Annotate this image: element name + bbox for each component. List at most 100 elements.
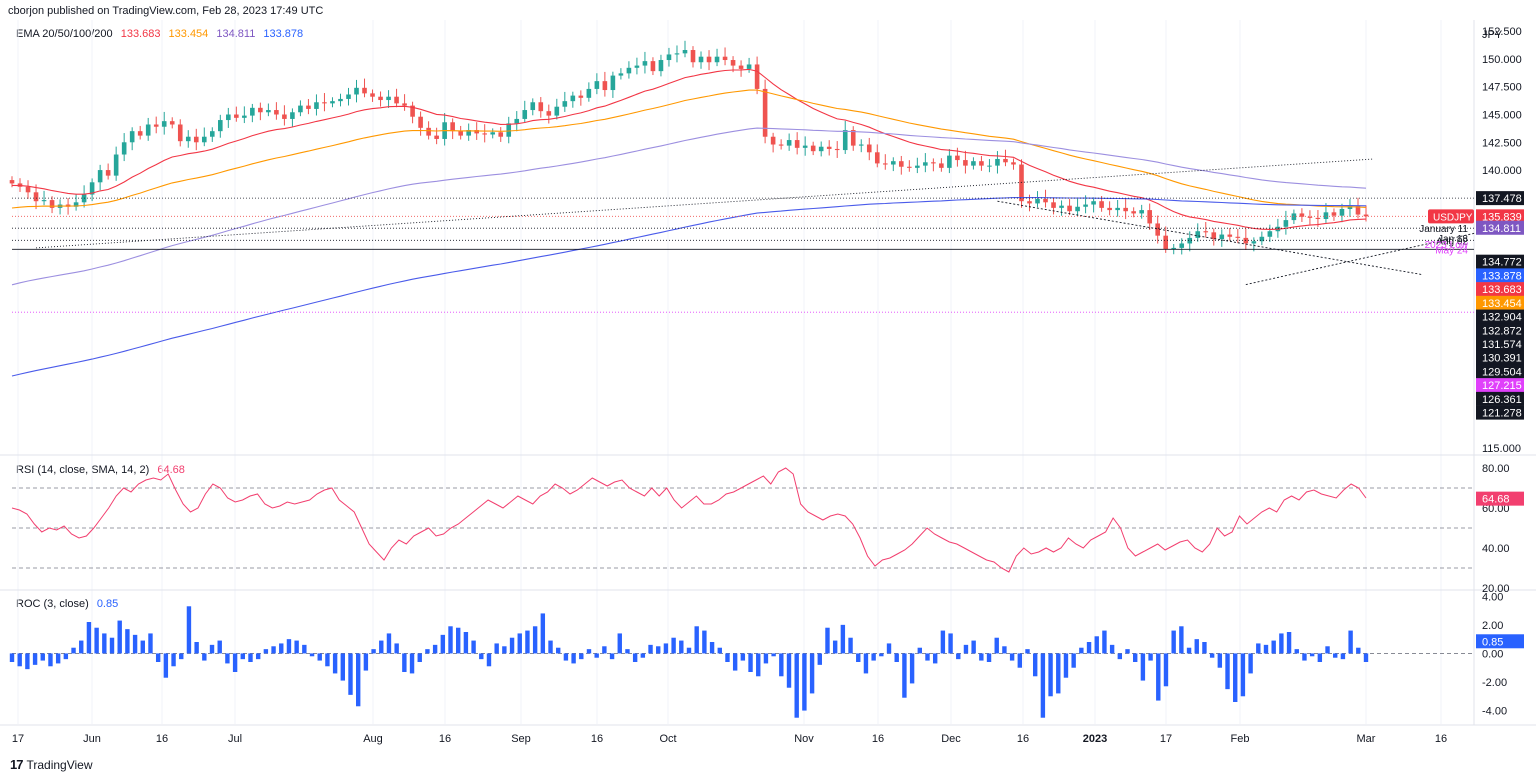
candle-body-128 [1035, 198, 1040, 204]
roc-bar-58 [456, 627, 461, 654]
ema-legend: EMA 20/50/100/200 133.683 133.454 134.81… [16, 28, 308, 40]
candle-body-127 [1027, 201, 1032, 204]
roc-bar-0 [9, 653, 15, 662]
roc-bar-70 [548, 640, 553, 654]
candle-body-43 [354, 87, 359, 95]
roc-bar-5 [48, 653, 53, 667]
roc-bar-9 [79, 640, 84, 654]
candle-body-19 [161, 121, 167, 127]
price-tick-4: 142.500 [1482, 137, 1522, 149]
roc-bar-111 [863, 653, 869, 674]
roc-bar-105 [817, 653, 822, 665]
rsi-tag-bg [1476, 491, 1524, 506]
roc-pane [9, 606, 1474, 718]
roc-bar-7 [63, 653, 69, 660]
roc-bar-113 [879, 653, 884, 657]
candle-body-126 [1019, 164, 1024, 202]
roc-bar-4 [40, 653, 45, 661]
roc-bar-63 [494, 643, 499, 654]
price-tag-5: 133.878 [1482, 270, 1522, 282]
annotation-1: Jan 18 [1438, 234, 1468, 245]
price-tag-7: 133.454 [1482, 298, 1522, 310]
candle-body-81 [658, 60, 664, 72]
candle-body-21 [177, 124, 183, 142]
roc-bar-160 [1240, 653, 1246, 697]
roc-bar-134 [1040, 653, 1046, 718]
price-tick-5: 140.000 [1482, 165, 1522, 177]
roc-bar-28 [225, 653, 230, 664]
price-tag-bg-0 [1476, 191, 1524, 206]
roc-bar-154 [1194, 639, 1199, 654]
x-tick-15: Feb [1231, 733, 1250, 745]
price-tag-9: 132.872 [1482, 325, 1522, 337]
price-tag-4: 134.772 [1482, 257, 1522, 269]
x-tick-14: 17 [1160, 733, 1172, 745]
candle-body-72 [586, 88, 592, 98]
candle-body-101 [818, 146, 824, 152]
roc-bar-46 [363, 653, 369, 671]
roc-bar-64 [502, 646, 507, 654]
ema20-line [11, 68, 1367, 230]
roc-bar-156 [1209, 653, 1215, 658]
roc-bar-169 [1309, 653, 1315, 657]
ema200-line [11, 196, 1367, 377]
candle-body-136 [1099, 201, 1104, 208]
candle-body-80 [650, 61, 656, 72]
candle-body-49 [402, 103, 407, 106]
price-tag-bg-11 [1476, 350, 1524, 365]
publish-info: cborjon published on TradingView.com, Fe… [8, 5, 324, 17]
x-tick-7: 16 [591, 733, 603, 745]
roc-bar-91 [709, 642, 715, 654]
roc-bar-39 [309, 653, 315, 657]
candle-body-168 [1355, 205, 1361, 215]
price-tag-2: 135.839 [1482, 211, 1522, 223]
candle-body-37 [306, 105, 311, 109]
x-tick-9: Nov [794, 733, 814, 745]
roc-bar-107 [832, 640, 838, 654]
roc-bar-12 [102, 633, 107, 654]
candle-body-115 [931, 162, 936, 164]
candle-body-55 [450, 122, 455, 132]
roc-bar-97 [756, 653, 761, 677]
roc-bar-35 [279, 643, 284, 654]
candle-body-57 [466, 130, 471, 136]
candle-body-20 [169, 121, 175, 125]
candle-body-111 [899, 161, 904, 167]
ema200-value: 133.878 [263, 28, 304, 40]
price-tag-bg-7 [1476, 295, 1524, 310]
roc-bar-157 [1217, 653, 1223, 668]
roc-bar-143 [1109, 644, 1115, 654]
roc-bar-90 [702, 630, 707, 654]
roc-bar-42 [332, 653, 338, 674]
roc-bar-73 [571, 653, 576, 664]
roc-bar-127 [986, 653, 992, 662]
candle-body-28 [234, 114, 239, 118]
candle-body-125 [1011, 162, 1016, 165]
candle-body-50 [410, 105, 415, 117]
candle-body-70 [570, 95, 576, 102]
rsi-pane [11, 467, 1474, 573]
roc-bar-25 [202, 653, 207, 661]
candle-body-95 [770, 136, 776, 145]
roc-bar-69 [540, 613, 546, 654]
roc-tick-3: -2.00 [1482, 677, 1507, 689]
rsi-line [11, 467, 1367, 573]
roc-bar-136 [1056, 653, 1061, 694]
roc-bar-11 [94, 627, 99, 654]
currency-label: JPY [1482, 29, 1503, 41]
x-tick-17: 16 [1435, 733, 1447, 745]
roc-bar-129 [1002, 646, 1007, 654]
price-tick-1: 150.000 [1482, 54, 1522, 66]
roc-bar-171 [1325, 646, 1330, 654]
tradingview-logo[interactable]: 17 TradingView [10, 757, 93, 772]
roc-bar-74 [579, 653, 584, 660]
price-tick-2: 147.500 [1482, 82, 1522, 94]
roc-legend-value: 0.85 [96, 598, 119, 610]
candle-body-88 [714, 56, 720, 63]
candle-body-159 [1283, 220, 1289, 227]
candle-body-12 [105, 170, 111, 176]
roc-bar-119 [925, 653, 930, 661]
candle-body-148 [1195, 231, 1201, 238]
candle-body-29 [242, 115, 247, 118]
